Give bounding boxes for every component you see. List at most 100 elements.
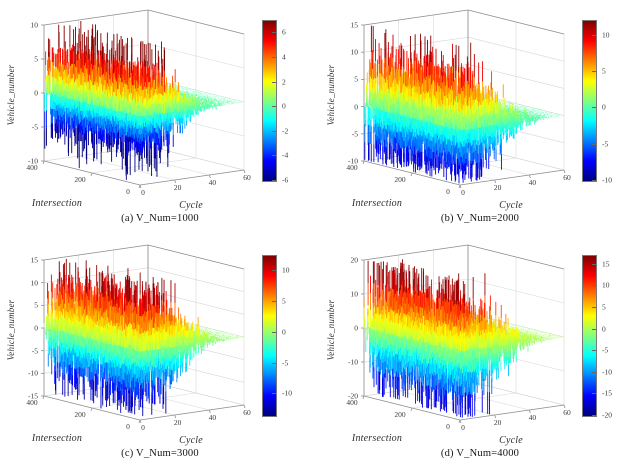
colorbar-tick-mark [272, 393, 276, 395]
colorbar [582, 20, 597, 182]
colorbar [582, 255, 597, 417]
colorbar-tick-mark [272, 301, 276, 303]
y-axis-label: Intersection [351, 198, 403, 209]
z-tick-label: -5 [31, 346, 38, 356]
z-tick-label: 0 [354, 323, 358, 333]
x-axis-label: Cycle [499, 200, 523, 211]
colorbar-tick-label: -2 [282, 126, 289, 136]
x-axis-label: Cycle [179, 435, 203, 446]
y-axis-label: Intersection [31, 433, 83, 444]
colorbar-tick-mark [272, 155, 276, 157]
z-tick-label: -15 [28, 391, 38, 401]
z-axis-label: Vehicle_number [326, 64, 336, 126]
colorbar-tick-label: 5 [282, 296, 286, 306]
y-tick-label: 0 [126, 422, 130, 431]
colorbar-tick-mark [272, 106, 276, 108]
z-axis-label: Vehicle_number [6, 64, 16, 126]
x-tick-label: 60 [243, 173, 251, 182]
x-tick-label: 40 [208, 178, 217, 187]
colorbar-tick-mark [592, 34, 596, 36]
colorbar-tick-mark [592, 350, 596, 352]
surface-plot-canvas-b [348, 8, 572, 200]
colorbar-tick-mark [592, 70, 596, 72]
z-tick-label: 10 [30, 278, 39, 288]
colorbar-tick-label: -10 [282, 388, 292, 398]
colorbar-tick-mark [592, 263, 596, 265]
z-tick-label: -10 [348, 156, 358, 166]
colorbar [262, 255, 277, 417]
colorbar-tick-mark [592, 306, 596, 308]
colorbar-tick-label: 10 [282, 265, 290, 275]
y-tick-label: 400 [26, 163, 38, 172]
colorbar-tick-label: -15 [602, 388, 612, 398]
z-tick-label: 0 [34, 323, 38, 333]
colorbar-tick-label: 6 [282, 27, 286, 37]
y-tick-label: 400 [346, 163, 358, 172]
colorbar-tick-mark [592, 393, 596, 395]
z-tick-label: 0 [354, 102, 358, 112]
colorbar-tick-label: 15 [602, 259, 610, 269]
colorbar-tick-label: 0 [282, 327, 286, 337]
y-tick-label: 400 [346, 398, 358, 407]
z-tick-label: 5 [34, 54, 38, 64]
x-axis-label: Cycle [499, 435, 523, 446]
z-tick-label: -20 [348, 391, 358, 401]
colorbar-tick-mark [592, 180, 596, 181]
subplot-caption: (c) V_Num=3000 [121, 448, 199, 459]
colorbar-tick-label: 5 [602, 66, 606, 76]
z-tick-label: -10 [28, 156, 38, 166]
colorbar-tick-mark [592, 143, 596, 145]
z-tick-label: 20 [350, 255, 359, 265]
y-tick-label: 0 [446, 422, 450, 431]
x-tick-label: 0 [461, 188, 465, 197]
colorbar-tick-label: -20 [602, 410, 612, 420]
x-tick-label: 20 [493, 418, 502, 427]
z-tick-label: -10 [348, 357, 358, 367]
z-tick-label: 10 [30, 20, 39, 30]
colorbar-tick-label: 0 [602, 102, 606, 112]
x-tick-label: 40 [208, 413, 217, 422]
x-tick-label: 20 [173, 183, 182, 192]
colorbar-tick-label: -5 [602, 139, 609, 149]
colorbar-tick-label: 10 [602, 280, 610, 290]
colorbar-tick-label: -10 [602, 175, 612, 185]
colorbar-tick-label: 10 [602, 30, 610, 40]
colorbar-tick-label: -6 [282, 175, 289, 185]
y-axis-label: Intersection [31, 198, 83, 209]
panel-c: Vehicle_number Cycle Intersection (c) V_… [0, 235, 320, 471]
x-axis-label: Cycle [179, 200, 203, 211]
surface-plot-canvas-d [348, 243, 572, 435]
z-tick-label: 10 [350, 47, 359, 57]
x-tick-label: 0 [461, 423, 465, 432]
x-tick-label: 0 [141, 188, 145, 197]
colorbar-tick-label: 4 [282, 52, 286, 62]
x-tick-label: 20 [493, 183, 502, 192]
subplot-caption: (d) V_Num=4000 [440, 448, 520, 459]
surface-plot-canvas-c [28, 243, 252, 435]
colorbar-tick-mark [592, 415, 596, 416]
z-tick-label: 10 [350, 289, 359, 299]
colorbar-tick-mark [272, 56, 276, 58]
x-tick-label: 60 [563, 408, 571, 417]
x-tick-label: 60 [243, 408, 251, 417]
colorbar [262, 20, 277, 182]
z-axis-label: Vehicle_number [326, 299, 336, 361]
x-tick-label: 20 [173, 418, 182, 427]
z-tick-label: -5 [351, 129, 358, 139]
subplot-caption: (b) V_Num=2000 [440, 213, 520, 224]
y-tick-label: 400 [26, 398, 38, 407]
colorbar-tick-mark [272, 32, 276, 34]
colorbar-tick-label: 0 [282, 101, 286, 111]
z-tick-label: 5 [34, 300, 38, 310]
y-tick-label: 0 [126, 187, 130, 196]
y-tick-label: 200 [74, 175, 86, 184]
y-tick-label: 200 [394, 410, 406, 419]
colorbar-tick-mark [272, 180, 276, 181]
x-tick-label: 60 [563, 173, 571, 182]
z-tick-label: 0 [34, 88, 38, 98]
x-tick-label: 0 [141, 423, 145, 432]
subplot-caption: (a) V_Num=1000 [121, 213, 199, 224]
y-axis-label: Intersection [351, 433, 403, 444]
colorbar-tick-mark [272, 331, 276, 333]
